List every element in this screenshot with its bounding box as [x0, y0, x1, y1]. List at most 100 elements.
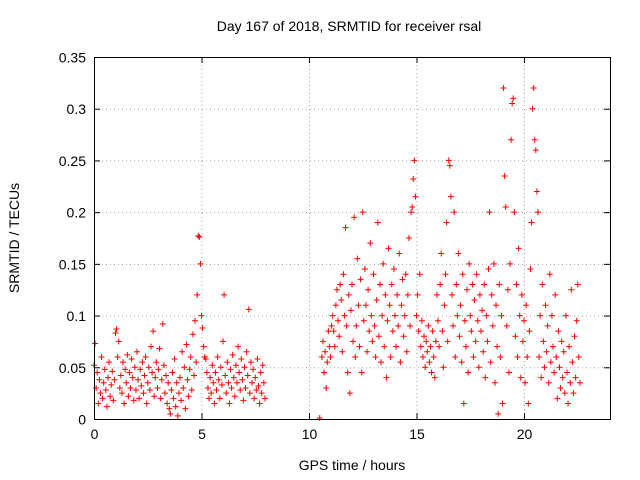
- data-point: [349, 281, 355, 288]
- data-point: [390, 266, 397, 273]
- data-point: [399, 276, 406, 283]
- data-point: [369, 338, 376, 345]
- data-point: [141, 372, 148, 379]
- data-point: [393, 343, 400, 350]
- data-point: [479, 307, 486, 314]
- data-point: [381, 343, 388, 350]
- data-point: [403, 348, 410, 355]
- data-point: [374, 219, 381, 226]
- data-point: [97, 390, 104, 397]
- data-point: [385, 245, 392, 252]
- data-point: [145, 364, 152, 371]
- data-point: [178, 397, 185, 404]
- data-point: [339, 348, 346, 355]
- data-point: [494, 343, 501, 350]
- data-point: [240, 397, 247, 404]
- data-point: [321, 369, 328, 376]
- data-point: [335, 317, 342, 324]
- data-point: [355, 302, 362, 309]
- data-point: [488, 291, 495, 298]
- data-point: [375, 333, 382, 340]
- data-point: [188, 387, 195, 394]
- data-point: [330, 328, 337, 335]
- data-point: [129, 374, 136, 381]
- data-point: [220, 338, 226, 345]
- data-point: [207, 374, 214, 381]
- data-point: [512, 333, 519, 340]
- data-point: [429, 328, 436, 335]
- data-point: [328, 322, 335, 329]
- data-point: [210, 379, 217, 386]
- x-tick-label: 0: [91, 426, 99, 442]
- data-point: [94, 369, 101, 376]
- data-point: [478, 328, 484, 335]
- data-point: [569, 359, 576, 366]
- data-point: [169, 369, 176, 376]
- data-point: [149, 369, 156, 376]
- data-point: [336, 333, 343, 340]
- y-axis-label: SRMTID / TECUs: [6, 183, 22, 293]
- data-point: [559, 374, 566, 381]
- data-point: [115, 338, 122, 345]
- data-point: [352, 353, 359, 360]
- data-point: [484, 338, 491, 345]
- data-point: [180, 384, 187, 391]
- data-point: [204, 384, 211, 391]
- data-point: [441, 302, 448, 309]
- data-point: [134, 348, 140, 355]
- data-point: [259, 362, 266, 369]
- data-point: [353, 322, 360, 329]
- data-point: [137, 366, 144, 373]
- data-point: [433, 291, 440, 298]
- data-point: [222, 372, 229, 379]
- data-point: [106, 359, 113, 366]
- y-tick-label: 0.1: [67, 308, 87, 324]
- data-point: [469, 281, 476, 288]
- data-point: [383, 374, 390, 381]
- data-point: [472, 338, 479, 345]
- data-point: [382, 291, 389, 298]
- data-point: [331, 343, 338, 350]
- data-point: [496, 281, 503, 288]
- data-point: [470, 353, 477, 360]
- data-point: [396, 250, 403, 257]
- data-point: [257, 369, 264, 376]
- data-point: [225, 379, 232, 386]
- data-point: [184, 376, 191, 383]
- data-point: [206, 395, 213, 402]
- data-point: [101, 366, 108, 373]
- data-point: [239, 376, 246, 383]
- data-point: [193, 359, 200, 366]
- data-point: [258, 390, 265, 397]
- data-point: [214, 353, 221, 360]
- data-point: [541, 364, 548, 371]
- data-point: [561, 390, 568, 397]
- data-point: [490, 260, 497, 267]
- data-point: [340, 271, 347, 278]
- data-point: [243, 348, 250, 355]
- data-point: [92, 340, 99, 347]
- data-point: [499, 400, 506, 407]
- data-point: [491, 379, 498, 386]
- data-point: [507, 260, 514, 267]
- data-point: [350, 338, 357, 345]
- data-point: [189, 331, 196, 338]
- data-point: [540, 338, 547, 345]
- data-point: [208, 390, 215, 397]
- data-point: [187, 353, 194, 360]
- data-point: [151, 393, 158, 400]
- data-point: [544, 322, 551, 329]
- data-point: [238, 356, 245, 363]
- data-point: [185, 393, 192, 400]
- data-point: [471, 297, 478, 304]
- data-point: [528, 219, 535, 226]
- data-point: [487, 359, 494, 366]
- data-point: [366, 328, 373, 335]
- data-point: [223, 390, 230, 397]
- data-point: [158, 376, 165, 383]
- data-point: [108, 381, 115, 388]
- data-point: [198, 312, 205, 319]
- data-point: [98, 353, 105, 360]
- data-point: [318, 353, 325, 360]
- data-point: [532, 147, 539, 154]
